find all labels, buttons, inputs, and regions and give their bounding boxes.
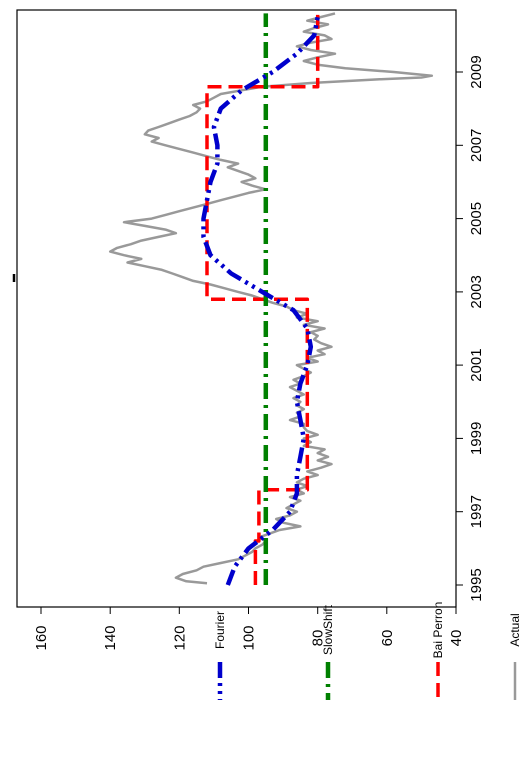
y-tick-label: 80 xyxy=(310,630,327,647)
y-tick-label: 140 xyxy=(102,625,119,650)
y-tick-label: 40 xyxy=(448,630,465,647)
legend-label-actual: Actual xyxy=(508,613,522,646)
series-line-bai-perron xyxy=(205,13,320,585)
series-layer xyxy=(108,12,434,586)
axes: 1995 1997 1999 2001 2003 2005 2007 2009 160 140 12… xyxy=(33,55,485,650)
x-tick-label: 2003 xyxy=(468,275,485,308)
x-tick-label: 1995 xyxy=(468,568,485,601)
x-tick-label: 1997 xyxy=(468,495,485,528)
legend-label-bai-perron: Bai Perron xyxy=(431,602,445,659)
y-tick-label: 160 xyxy=(33,625,50,650)
x-tick-label: 2009 xyxy=(468,55,485,88)
y-tick-label: 120 xyxy=(171,625,188,650)
x-tick-label: 2001 xyxy=(468,348,485,381)
plot-frame xyxy=(16,9,457,608)
x-tick-label: 1999 xyxy=(468,422,485,455)
y-tick-label: 100 xyxy=(241,625,258,650)
y-tick-label: 60 xyxy=(379,630,396,647)
legend: Actual Bai Perron SlowShift Fourier xyxy=(213,602,522,700)
x-tick-label: 2005 xyxy=(468,202,485,235)
legend-label-fourier: Fourier xyxy=(213,611,227,649)
x-tick-label: 2007 xyxy=(468,129,485,162)
series-line-fourier xyxy=(201,16,320,586)
legend-label-slowshift: SlowShift xyxy=(321,604,335,655)
